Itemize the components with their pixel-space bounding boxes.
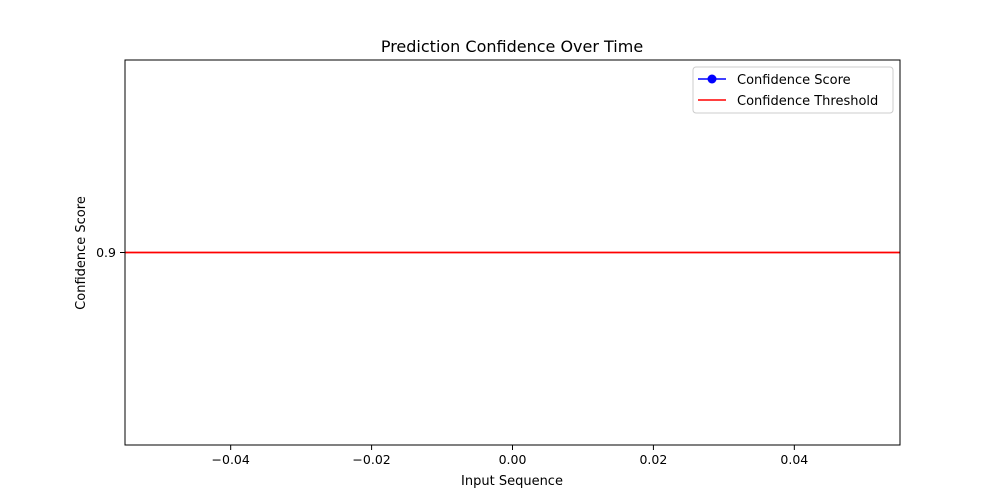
y-tick-label: 0.9	[96, 245, 116, 260]
legend-label-confidence-score: Confidence Score	[737, 73, 851, 88]
chart-title: Prediction Confidence Over Time	[381, 37, 643, 56]
legend-label-confidence-threshold: Confidence Threshold	[737, 94, 878, 109]
x-axis-label: Input Sequence	[461, 474, 563, 489]
x-tick-label: 0.04	[780, 452, 808, 467]
legend-entry-confidence-score: Confidence Score	[698, 73, 851, 88]
legend: Confidence Score Confidence Threshold	[692, 66, 894, 114]
legend-entry-confidence-threshold: Confidence Threshold	[698, 94, 878, 109]
legend-marker-confidence-score	[707, 74, 717, 84]
legend-box	[692, 66, 894, 114]
x-axis-ticks: −0.04 −0.02 0.00 0.02 0.04	[212, 445, 808, 467]
x-tick-label: 0.00	[499, 452, 527, 467]
y-axis-ticks: 0.9	[96, 245, 125, 260]
y-axis-label: Confidence Score	[74, 196, 89, 310]
x-tick-label: 0.02	[639, 452, 667, 467]
x-tick-label: −0.04	[212, 452, 250, 467]
x-tick-label: −0.02	[352, 452, 390, 467]
